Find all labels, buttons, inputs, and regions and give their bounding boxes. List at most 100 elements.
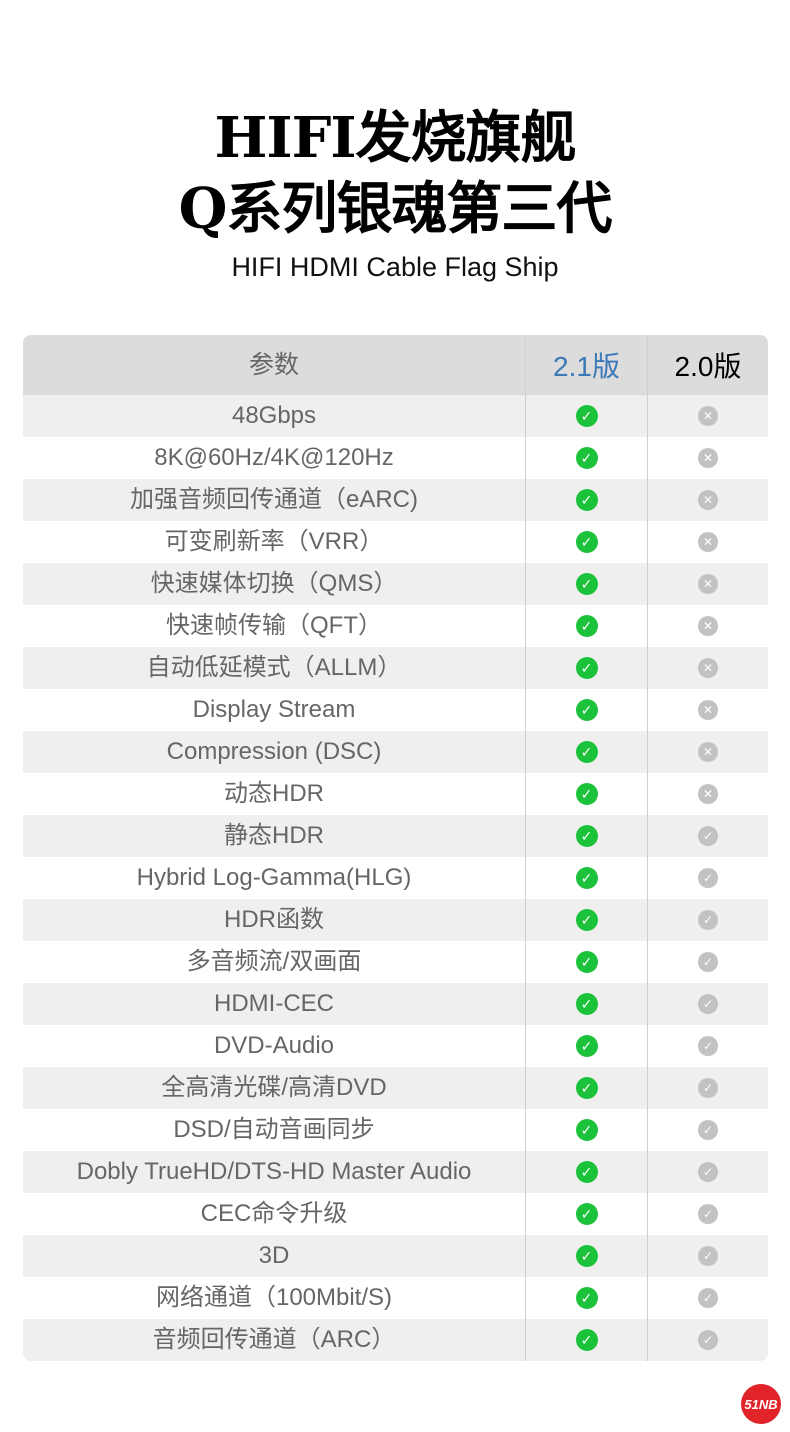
cross-icon: ✕: [698, 700, 718, 720]
v21-cell: ✓: [526, 1319, 648, 1361]
v20-cell: ✓: [648, 815, 768, 857]
cross-icon: ✕: [698, 532, 718, 552]
v20-cell: ✕: [648, 773, 768, 815]
check-gray-icon: ✓: [698, 1288, 718, 1308]
check-gray-icon: ✓: [698, 826, 718, 846]
check-gray-icon: ✓: [698, 1120, 718, 1140]
v21-cell: ✓: [526, 1193, 648, 1235]
check-icon: ✓: [575, 1203, 598, 1225]
v20-cell: ✓: [648, 983, 768, 1025]
check-icon: ✓: [575, 1161, 598, 1183]
table-row: DSD/自动音画同步 ✓ ✓: [23, 1109, 768, 1151]
table-row: 加强音频回传通道（eARC) ✓ ✕: [23, 479, 768, 521]
param-cell: Display Stream: [23, 689, 526, 731]
v20-cell: ✓: [648, 1025, 768, 1067]
table-row: Compression (DSC) ✓ ✕: [23, 731, 768, 773]
v20-cell: ✕: [648, 479, 768, 521]
table-row: 可变刷新率（VRR） ✓ ✕: [23, 521, 768, 563]
v21-cell: ✓: [526, 983, 648, 1025]
v21-cell: ✓: [526, 857, 648, 899]
v20-cell: ✓: [648, 941, 768, 983]
v21-cell: ✓: [526, 395, 648, 437]
table-row: 48Gbps ✓ ✕: [23, 395, 768, 437]
check-icon: ✓: [575, 447, 598, 469]
v21-cell: ✓: [526, 1025, 648, 1067]
v20-cell: ✓: [648, 1067, 768, 1109]
param-cell: 可变刷新率（VRR）: [23, 521, 526, 563]
table-row: 静态HDR ✓ ✓: [23, 815, 768, 857]
check-gray-icon: ✓: [698, 1078, 718, 1098]
table-row: 快速帧传输（QFT） ✓ ✕: [23, 605, 768, 647]
table-row: 3D ✓ ✓: [23, 1235, 768, 1277]
param-cell: Dobly TrueHD/DTS-HD Master Audio: [23, 1151, 526, 1193]
table-row: HDMI-CEC ✓ ✓: [23, 983, 768, 1025]
v20-cell: ✓: [648, 1235, 768, 1277]
check-gray-icon: ✓: [698, 1330, 718, 1350]
check-icon: ✓: [575, 867, 598, 889]
cross-icon: ✕: [698, 406, 718, 426]
v20-cell: ✕: [648, 605, 768, 647]
param-cell: DVD-Audio: [23, 1025, 526, 1067]
table-row: 8K@60Hz/4K@120Hz ✓ ✕: [23, 437, 768, 479]
v20-cell: ✕: [648, 521, 768, 563]
table-row: 音频回传通道（ARC） ✓ ✓: [23, 1319, 768, 1361]
check-icon: ✓: [575, 1035, 598, 1057]
v20-cell: ✕: [648, 395, 768, 437]
param-cell: 动态HDR: [23, 773, 526, 815]
check-icon: ✓: [575, 1329, 598, 1351]
check-icon: ✓: [575, 1119, 598, 1141]
cross-icon: ✕: [698, 742, 718, 762]
cross-icon: ✕: [698, 658, 718, 678]
v21-cell: ✓: [526, 437, 648, 479]
table-row: 多音频流/双画面 ✓ ✓: [23, 941, 768, 983]
v20-cell: ✕: [648, 437, 768, 479]
table-row: DVD-Audio ✓ ✓: [23, 1025, 768, 1067]
v20-cell: ✓: [648, 857, 768, 899]
param-cell: 网络通道（100Mbit/S): [23, 1277, 526, 1319]
table-row: 动态HDR ✓ ✕: [23, 773, 768, 815]
param-cell: Hybrid Log-Gamma(HLG): [23, 857, 526, 899]
v21-cell: ✓: [526, 521, 648, 563]
cross-icon: ✕: [698, 490, 718, 510]
table-row: HDR函数 ✓ ✓: [23, 899, 768, 941]
v21-cell: ✓: [526, 941, 648, 983]
check-icon: ✓: [575, 1077, 598, 1099]
table-row: 全高清光碟/高清DVD ✓ ✓: [23, 1067, 768, 1109]
param-cell: 加强音频回传通道（eARC): [23, 479, 526, 521]
v21-cell: ✓: [526, 773, 648, 815]
table-row: Dobly TrueHD/DTS-HD Master Audio ✓ ✓: [23, 1151, 768, 1193]
check-gray-icon: ✓: [698, 1036, 718, 1056]
v21-cell: ✓: [526, 605, 648, 647]
cross-icon: ✕: [698, 448, 718, 468]
v20-cell: ✓: [648, 1151, 768, 1193]
v20-cell: ✕: [648, 647, 768, 689]
check-gray-icon: ✓: [698, 1246, 718, 1266]
v21-cell: ✓: [526, 1067, 648, 1109]
param-cell: 快速帧传输（QFT）: [23, 605, 526, 647]
table-row: 网络通道（100Mbit/S) ✓ ✓: [23, 1277, 768, 1319]
v21-cell: ✓: [526, 563, 648, 605]
header-v21: 2.1版: [526, 335, 648, 395]
check-gray-icon: ✓: [698, 952, 718, 972]
v20-cell: ✓: [648, 1319, 768, 1361]
param-cell: 3D: [23, 1235, 526, 1277]
table-row: 自动低延模式（ALLM） ✓ ✕: [23, 647, 768, 689]
v20-cell: ✕: [648, 563, 768, 605]
check-icon: ✓: [575, 1245, 598, 1267]
check-icon: ✓: [575, 783, 598, 805]
table-header: 参数 2.1版 2.0版: [23, 335, 768, 395]
v21-cell: ✓: [526, 1109, 648, 1151]
subtitle: HIFI HDMI Cable Flag Ship: [231, 252, 559, 282]
v21-cell: ✓: [526, 647, 648, 689]
header-param: 参数: [23, 335, 526, 395]
v20-cell: ✓: [648, 1193, 768, 1235]
check-icon: ✓: [575, 531, 598, 553]
check-icon: ✓: [575, 405, 598, 427]
check-gray-icon: ✓: [698, 910, 718, 930]
brand-logo: 51NB: [741, 1384, 781, 1424]
param-cell: 8K@60Hz/4K@120Hz: [23, 437, 526, 479]
check-gray-icon: ✓: [698, 994, 718, 1014]
check-icon: ✓: [575, 573, 598, 595]
param-cell: HDR函数: [23, 899, 526, 941]
v21-cell: ✓: [526, 899, 648, 941]
